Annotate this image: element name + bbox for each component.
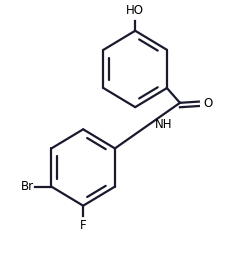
Text: NH: NH [154,118,172,131]
Text: HO: HO [126,4,144,17]
Text: O: O [203,97,212,110]
Text: Br: Br [21,180,34,193]
Text: F: F [80,219,86,232]
